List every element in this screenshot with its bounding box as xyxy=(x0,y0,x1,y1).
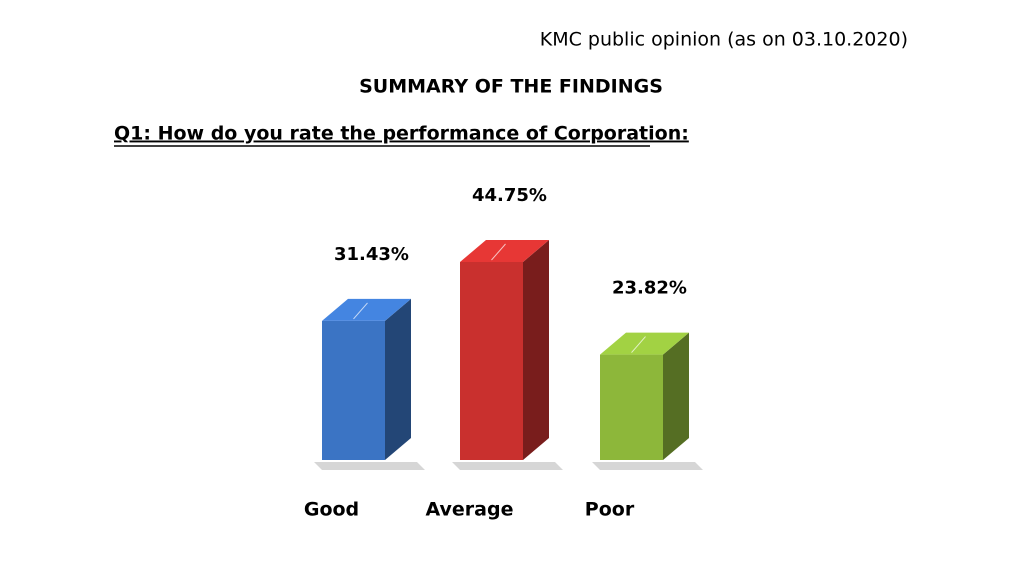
bar-highlight xyxy=(353,302,368,320)
bar-shadow xyxy=(592,462,703,470)
value-label: 31.43% xyxy=(334,244,409,265)
category-label: Good xyxy=(304,499,359,521)
value-label: 44.75% xyxy=(472,185,547,206)
bar-side xyxy=(385,298,411,460)
bar-front xyxy=(322,320,385,460)
category-label: Average xyxy=(426,499,514,521)
bar-side xyxy=(523,240,549,460)
bar-top xyxy=(322,298,411,321)
bar-side xyxy=(663,332,689,460)
bar xyxy=(452,240,563,470)
bar-top xyxy=(600,332,689,355)
value-label: 23.82% xyxy=(612,278,687,299)
bar-shadow xyxy=(452,462,563,470)
bar-front xyxy=(460,262,523,460)
source-line: KMC public opinion (as on 03.10.2020) xyxy=(540,29,908,51)
bar-shadow xyxy=(314,462,425,470)
bar xyxy=(592,332,703,470)
bar-highlight xyxy=(631,336,646,353)
chart: 31.43% Good 44.75% Average 23.82% Poor xyxy=(304,185,703,521)
bar-top xyxy=(460,240,549,262)
category-label: Poor xyxy=(585,499,635,521)
bar-highlight xyxy=(491,243,506,261)
heading: SUMMARY OF THE FINDINGS xyxy=(359,76,663,98)
bar xyxy=(314,298,425,470)
question-title: Q1: How do you rate the performance of C… xyxy=(114,123,689,145)
bar-front xyxy=(600,354,663,460)
